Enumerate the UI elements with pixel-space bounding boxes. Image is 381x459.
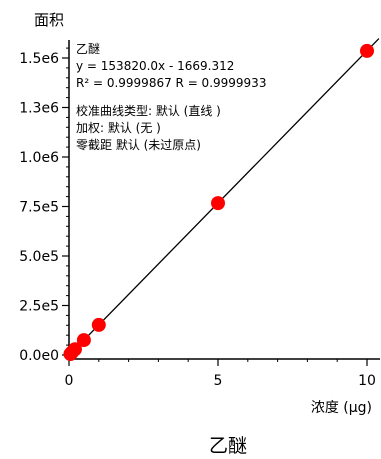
y-tick-label: 5.0e5	[19, 249, 59, 265]
annotation-compound: 乙醚	[76, 42, 100, 56]
x-axis-label: 浓度 (µg)	[311, 400, 372, 416]
y-tick-label: 0.0e0	[19, 348, 59, 364]
y-tick-label: 7.5e5	[19, 200, 59, 216]
x-tick-label: 5	[214, 373, 223, 389]
y-tick-label: 1.0e6	[19, 150, 59, 166]
data-points	[63, 43, 374, 362]
annotation-intercept: 零截距 默认 (未过原点)	[76, 137, 201, 152]
fit-line-group	[68, 38, 380, 356]
annotation-r-squared: R² = 0.9999867 R = 0.9999933	[76, 76, 266, 90]
data-point	[67, 342, 82, 357]
fit-annotations: 乙醚 y = 153820.0x - 1669.312 R² = 0.99998…	[76, 42, 266, 152]
annotation-equation: y = 153820.0x - 1669.312	[76, 59, 234, 73]
data-point	[76, 333, 91, 348]
y-axis-label: 面积	[34, 11, 64, 29]
annotation-weighting: 加权: 默认 (无 )	[76, 120, 161, 135]
x-tick-label: 0	[65, 373, 74, 389]
y-tick-label: 2.5e5	[19, 299, 59, 315]
y-tick-label: 1.3e6	[19, 101, 59, 117]
axes: 0.0e0 2.5e5 5.0e5 7.5e5 1.0e6 1.3e6 1.5e6 0 5 10	[19, 40, 380, 389]
annotation-curve-type: 校准曲线类型: 默认 (直线 )	[76, 103, 221, 118]
y-tick-label: 1.5e6	[19, 51, 59, 67]
data-point	[91, 317, 106, 332]
data-point	[211, 196, 225, 211]
fit-line	[68, 38, 380, 356]
data-point	[360, 43, 374, 58]
x-tick-label: 10	[358, 373, 376, 389]
chart-title: 乙醚	[209, 435, 247, 457]
